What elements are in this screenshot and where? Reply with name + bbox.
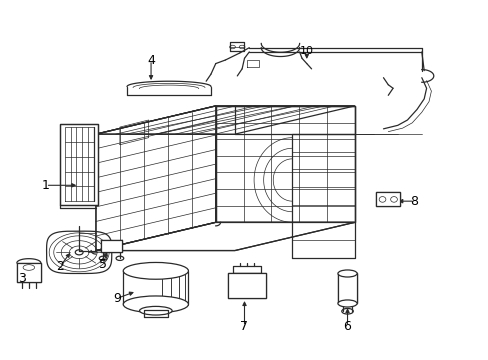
Text: 5: 5 <box>99 258 107 271</box>
Text: 6: 6 <box>343 320 351 333</box>
Ellipse shape <box>123 262 188 279</box>
Polygon shape <box>60 123 98 205</box>
Ellipse shape <box>123 296 188 313</box>
Text: 10: 10 <box>299 46 313 56</box>
Text: 8: 8 <box>410 195 418 208</box>
Ellipse shape <box>337 270 356 277</box>
Text: 3: 3 <box>18 272 25 285</box>
Polygon shape <box>376 192 399 207</box>
Text: 7: 7 <box>240 320 248 333</box>
Polygon shape <box>337 274 356 303</box>
Polygon shape <box>215 106 354 222</box>
Ellipse shape <box>337 300 356 307</box>
Text: 1: 1 <box>41 179 49 192</box>
Text: 4: 4 <box>147 54 155 67</box>
Polygon shape <box>101 240 122 252</box>
Ellipse shape <box>139 306 172 315</box>
Polygon shape <box>96 106 215 251</box>
Text: 2: 2 <box>56 260 64 273</box>
Polygon shape <box>227 274 265 298</box>
Polygon shape <box>17 263 41 282</box>
Text: 9: 9 <box>113 292 121 305</box>
Polygon shape <box>96 106 354 134</box>
Polygon shape <box>96 222 354 251</box>
